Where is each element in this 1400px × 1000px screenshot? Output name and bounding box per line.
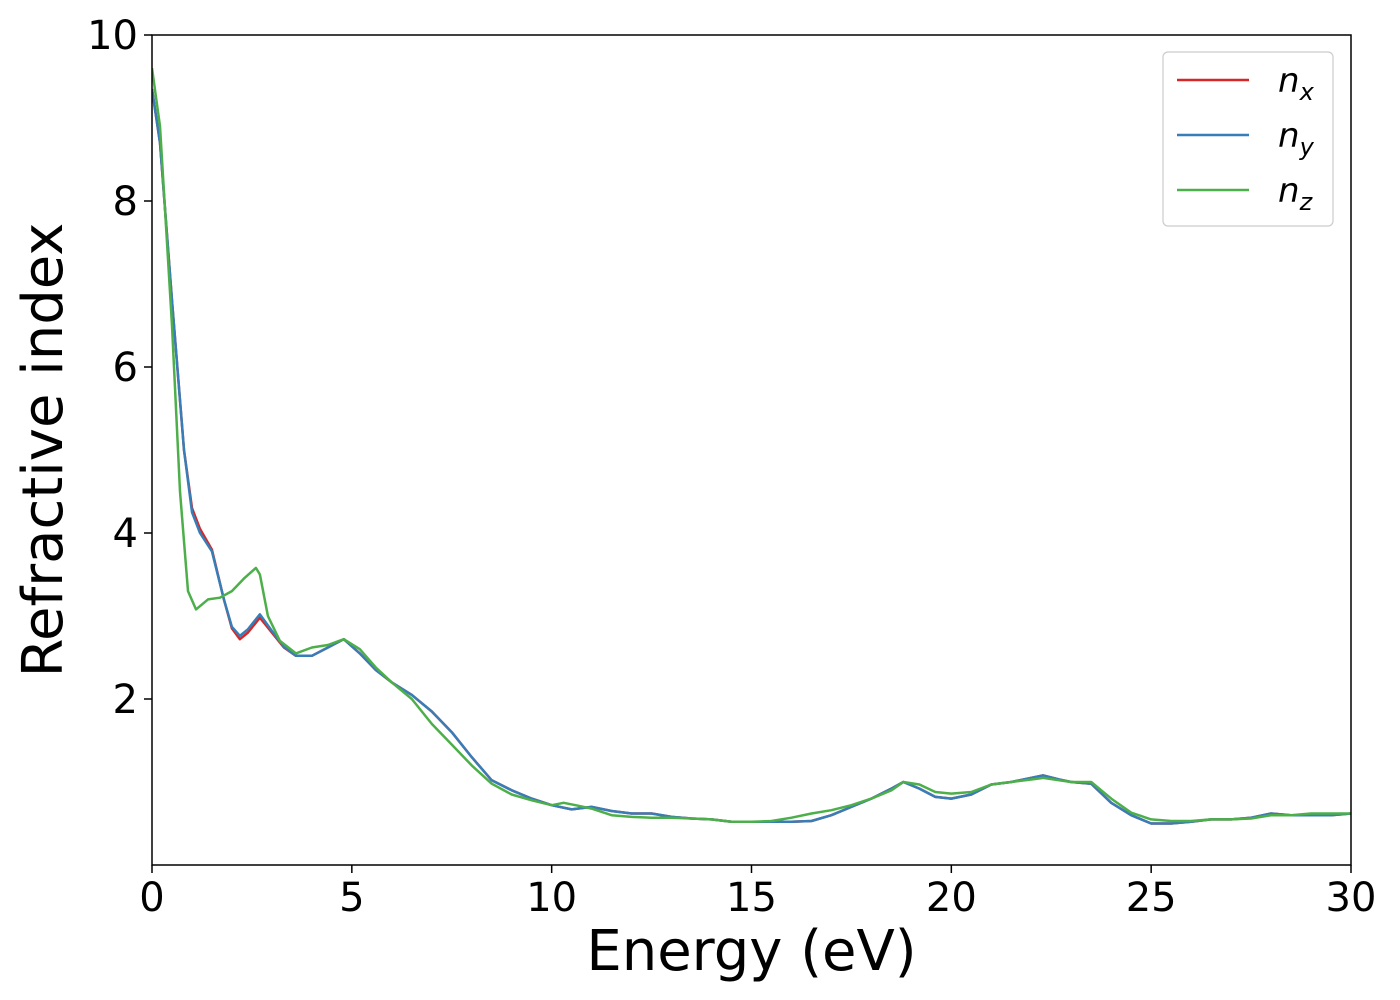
legend-box	[1162, 51, 1334, 227]
x-tick-label: 10	[526, 875, 577, 921]
x-tick-label: 0	[139, 875, 164, 921]
series-line-z	[152, 68, 1351, 824]
y-tick-label: 4	[113, 511, 138, 557]
legend-label-y: ny	[1278, 116, 1315, 161]
legend: nx ny nz	[1162, 51, 1334, 227]
y-tick-label: 8	[113, 179, 138, 225]
legend-label-z: nz	[1278, 171, 1314, 216]
y-axis-ticks: 2 4 6 8 10	[87, 13, 152, 723]
x-tick-label: 15	[726, 875, 777, 921]
x-tick-label: 5	[339, 875, 364, 921]
y-tick-label: 6	[113, 345, 138, 391]
x-tick-label: 20	[926, 875, 977, 921]
legend-label-x: nx	[1278, 61, 1315, 106]
x-tick-label: 30	[1326, 875, 1377, 921]
x-axis-label: Energy (eV)	[586, 919, 916, 984]
y-axis-label: Refractive index	[11, 223, 76, 678]
x-tick-label: 25	[1126, 875, 1177, 921]
y-tick-label: 10	[87, 13, 138, 59]
x-axis-ticks: 0 5 10 15 20 25 30	[139, 865, 1376, 921]
y-tick-label: 2	[113, 677, 138, 723]
series-layer	[152, 68, 1351, 825]
